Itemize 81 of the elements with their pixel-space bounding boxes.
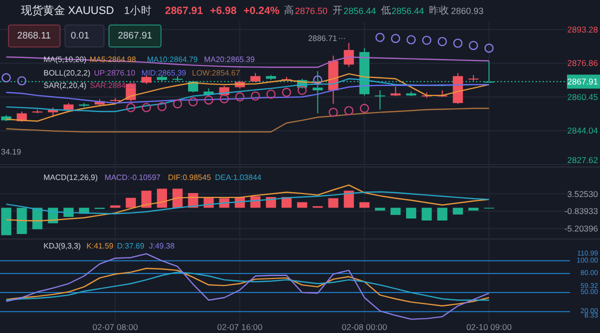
point — [250, 91, 260, 101]
bar — [110, 205, 120, 208]
text: 低 — [380, 6, 391, 16]
bar — [141, 190, 152, 208]
text: +0.24% — [244, 5, 280, 17]
bar — [390, 208, 401, 215]
annotation: 2867.91 — [118, 30, 152, 42]
bar — [344, 190, 354, 208]
text: 2860.93 — [451, 6, 484, 16]
point — [188, 97, 198, 106]
point — [142, 102, 151, 112]
point — [298, 86, 307, 95]
line-series — [6, 268, 490, 306]
point — [266, 90, 276, 99]
point — [390, 34, 400, 44]
line-series — [6, 191, 490, 214]
point — [438, 36, 447, 46]
line-series — [6, 253, 490, 320]
y-tick-label: -0.83933 — [564, 206, 598, 216]
point — [344, 106, 354, 116]
text: 昨收 — [429, 4, 449, 16]
text: 2876.50 — [295, 6, 328, 16]
point — [468, 40, 478, 50]
bar — [126, 198, 136, 208]
text: 2856.44 — [344, 6, 376, 16]
x-tick-label: 02-07 08:00 — [92, 322, 138, 332]
point — [406, 35, 416, 44]
bar — [16, 208, 27, 234]
candlestick — [250, 72, 260, 83]
point — [2, 73, 11, 82]
text: 开 — [332, 6, 343, 16]
y-tick-label: 2860.45 — [567, 92, 598, 102]
candlestick — [344, 42, 354, 68]
point — [484, 44, 494, 53]
candlestick — [374, 90, 386, 110]
point — [360, 104, 370, 113]
line-series — [6, 184, 490, 222]
annotation: 34.19 — [1, 148, 22, 156]
point — [282, 88, 292, 97]
bar — [359, 202, 370, 208]
point — [235, 92, 244, 102]
bar — [437, 208, 448, 220]
chart-subtitle: 1小时 — [124, 4, 152, 17]
point — [126, 102, 136, 112]
bar — [297, 202, 308, 208]
candlestick — [390, 86, 401, 97]
text: 2867.91 — [165, 5, 204, 17]
y-tick-label: 2893.28 — [567, 24, 598, 34]
ref-line-label: 2867.91 — [567, 76, 598, 87]
x-tick-label: 02-07 16:00 — [217, 322, 263, 332]
bar — [406, 208, 416, 219]
x-tick-label: 02-10 09:00 — [466, 322, 512, 332]
y-tick-label: 3.52530 — [567, 188, 598, 199]
chart-title: 现货黄金 XAUUSD — [21, 4, 114, 17]
bar — [452, 208, 463, 215]
point — [157, 102, 167, 112]
annotation: 2868.11 — [17, 30, 51, 42]
bar — [1, 208, 12, 236]
x-tick-label: 02-08 00:00 — [342, 322, 388, 332]
y-tick-label: 2876.86 — [567, 58, 598, 68]
point — [422, 36, 432, 45]
text: 2856.44 — [392, 6, 424, 16]
text: +6.98 — [210, 5, 237, 17]
y-tick-label: 2827.62 — [567, 155, 598, 165]
point — [220, 94, 229, 104]
point — [313, 75, 322, 85]
point — [453, 38, 462, 48]
bar — [328, 198, 338, 208]
point — [328, 108, 338, 117]
annotation: 0.01 — [70, 30, 90, 42]
annotation: 2886.71 — [308, 34, 338, 43]
point — [17, 76, 26, 86]
point — [375, 32, 385, 42]
point — [172, 99, 182, 108]
point — [204, 95, 214, 105]
line-series — [6, 272, 490, 301]
bar — [422, 208, 432, 220]
y-tick-label: 2844.04 — [567, 126, 598, 136]
y-tick-label: -5.20396 — [564, 223, 598, 234]
bar — [156, 188, 168, 208]
text: 高 — [284, 4, 294, 16]
